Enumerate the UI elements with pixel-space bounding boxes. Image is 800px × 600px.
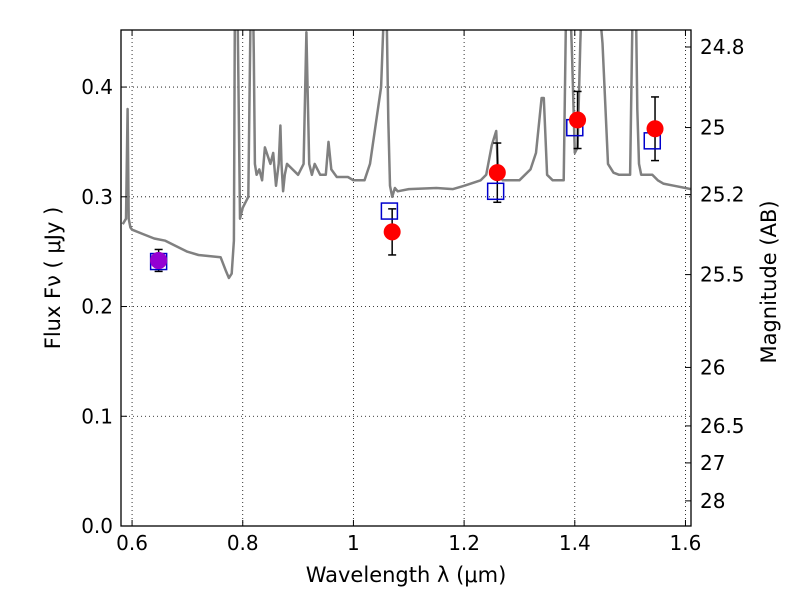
overlap-point: [150, 251, 168, 269]
y-tick-label: 0.2: [81, 295, 113, 319]
x-axis-label: Wavelength λ (μm): [306, 563, 507, 587]
observed-point: [488, 164, 506, 182]
x-tick-label: 1: [347, 531, 360, 555]
photometry-markers: [149, 90, 664, 273]
right-axis-label: Magnitude (AB): [757, 200, 781, 363]
axis-ticks: 0.6 0.8 1 1.2 1.4 1.6 0.0 0.1 0.2 0.3 0.4 24.8 25 25.…: [81, 30, 745, 555]
observed-point: [383, 223, 401, 241]
right-tick-label: 25.5: [700, 263, 745, 287]
spectrum-line: [121, 30, 691, 280]
y-axis-label: Flux Fν ( μJy ): [41, 207, 65, 350]
x-tick-label: 0.8: [227, 531, 259, 555]
right-tick-label: 24.8: [700, 35, 745, 59]
y-tick-label: 0.4: [81, 75, 113, 99]
plot-frame: [120, 29, 692, 527]
model-square: [486, 182, 505, 201]
right-tick-label: 26: [700, 355, 725, 379]
y-tick-label: 0.3: [81, 185, 113, 209]
observed-point: [569, 111, 587, 129]
y-tick-label: 0.1: [81, 404, 113, 428]
x-tick-label: 1.6: [670, 531, 702, 555]
right-tick-label: 26.5: [700, 414, 745, 438]
right-tick-label: 27: [700, 451, 725, 475]
right-tick-label: 25.2: [700, 183, 745, 207]
right-tick-label: 25: [700, 116, 725, 140]
x-tick-label: 1.2: [448, 531, 480, 555]
model-spectrum: [121, 30, 691, 280]
right-tick-label: 28: [700, 489, 725, 513]
observed-point: [646, 120, 664, 138]
x-tick-label: 1.4: [559, 531, 591, 555]
y-tick-label: 0.0: [81, 514, 113, 538]
x-tick-label: 0.6: [116, 531, 148, 555]
model-square: [380, 202, 399, 220]
